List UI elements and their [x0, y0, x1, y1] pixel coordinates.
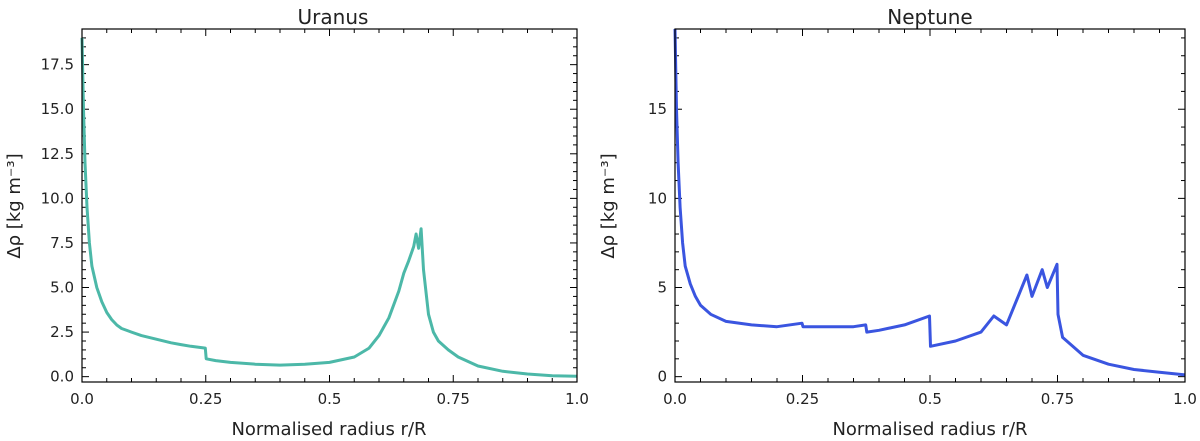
- x-axis-label: Normalised radius r/R: [231, 419, 426, 440]
- y-axis-label: Δρ [kg m⁻³]: [598, 153, 619, 258]
- data-line: [80, 37, 578, 378]
- y-axis-label: Δρ [kg m⁻³]: [4, 153, 25, 258]
- y-tick-label: 7.5: [50, 234, 74, 252]
- x-tick-labels: 0.0 0.25 0.5 0.75 1.0: [70, 390, 589, 408]
- x-tick-label: 0.75: [437, 390, 470, 408]
- y-tick-label: 10.0: [41, 189, 74, 207]
- y-tick-label: 2.5: [50, 323, 74, 341]
- x-tick-label: 1.0: [565, 390, 589, 408]
- uranus-panel: Uranus 0.02.55.07.510.012.515.017.5 0.0 0…: [4, 5, 589, 440]
- x-axis-label: Normalised radius r/R: [832, 419, 1027, 440]
- x-tick-label: 0.5: [318, 390, 342, 408]
- plot-frame: [674, 28, 1186, 383]
- y-tick-label: 15: [648, 100, 667, 118]
- y-tick-labels: 0 5 10 15: [648, 100, 667, 385]
- y-tick-label: 0.0: [50, 368, 74, 386]
- x-tick-label: 0.25: [189, 390, 222, 408]
- x-tick-label: 0.0: [663, 390, 687, 408]
- chart-title: Uranus: [298, 5, 369, 29]
- x-tick-labels: 0.0 0.25 0.5 0.75 1.0: [663, 390, 1197, 408]
- neptune-panel: Neptune 0 5 10 15 0.0 0.25 0.5 0.75 1.0 Normali…: [598, 5, 1197, 440]
- y-tick-label: 12.5: [41, 145, 74, 163]
- x-tick-label: 1.0: [1173, 390, 1197, 408]
- chart-title: Neptune: [887, 5, 972, 29]
- y-tick-label: 10: [648, 189, 667, 207]
- y-tick-label: 0: [657, 368, 667, 386]
- x-tick-label: 0.25: [786, 390, 819, 408]
- plot-frame: [81, 28, 578, 383]
- y-tick-label: 5: [657, 279, 667, 297]
- y-tick-label: 15.0: [41, 100, 74, 118]
- y-tick-label: 5.0: [50, 279, 74, 297]
- x-tick-label: 0.5: [918, 390, 942, 408]
- y-tick-label: 17.5: [41, 56, 74, 74]
- x-tick-label: 0.75: [1041, 390, 1074, 408]
- tick-marks: [81, 28, 578, 382]
- x-tick-label: 0.0: [70, 390, 94, 408]
- data-line: [673, 28, 1186, 377]
- y-tick-labels: 0.0 2.5 5.0 7.5 10.0 12.5 15.0 17.5: [41, 56, 74, 386]
